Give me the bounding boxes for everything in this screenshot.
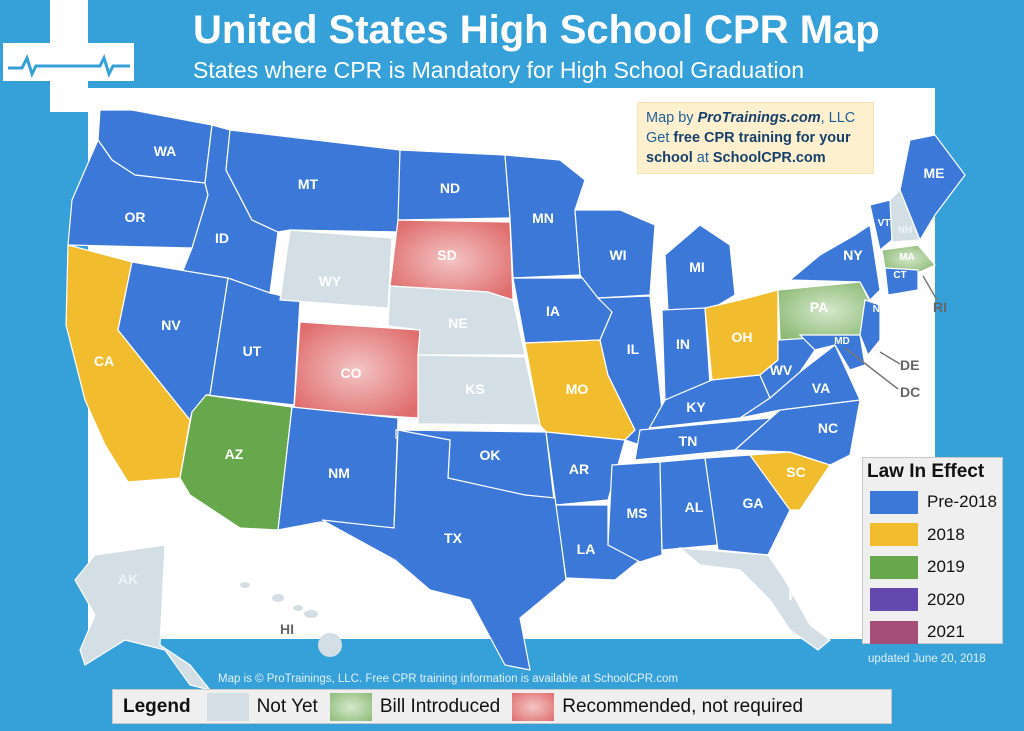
state-AR bbox=[545, 431, 626, 506]
svg-text:VA: VA bbox=[812, 380, 830, 396]
svg-text:WA: WA bbox=[154, 143, 177, 159]
svg-text:DC: DC bbox=[900, 384, 920, 400]
svg-text:MN: MN bbox=[532, 210, 554, 226]
svg-text:VT: VT bbox=[878, 218, 891, 229]
svg-text:ID: ID bbox=[215, 230, 229, 246]
state-NY bbox=[788, 223, 881, 301]
schoolcpr-link[interactable]: SchoolCPR.com bbox=[712, 150, 826, 166]
state-NJ bbox=[859, 299, 881, 357]
state-MA bbox=[881, 244, 936, 273]
svg-text:MA: MA bbox=[899, 252, 915, 263]
legend-item-2018: 2018 bbox=[867, 519, 998, 552]
swatch-recommended bbox=[512, 692, 555, 721]
state-WI bbox=[574, 209, 656, 299]
svg-text:WY: WY bbox=[319, 273, 342, 289]
svg-text:MS: MS bbox=[627, 505, 648, 521]
svg-text:CO: CO bbox=[341, 365, 362, 381]
legend-item-not-yet: Not Yet bbox=[206, 692, 318, 721]
legend-item-2021: 2021 bbox=[867, 616, 998, 649]
svg-text:ME: ME bbox=[924, 165, 945, 181]
svg-text:TN: TN bbox=[679, 433, 698, 449]
svg-text:IN: IN bbox=[676, 336, 690, 352]
state-TX bbox=[321, 429, 567, 671]
svg-text:GA: GA bbox=[743, 495, 764, 511]
svg-text:PA: PA bbox=[810, 299, 828, 315]
legend-item-recommended: Recommended, not required bbox=[512, 692, 803, 721]
svg-text:KY: KY bbox=[686, 399, 706, 415]
swatch-2019 bbox=[870, 555, 918, 579]
state-FL bbox=[678, 547, 831, 651]
svg-text:NC: NC bbox=[818, 420, 838, 436]
legend-item-bill-introduced: Bill Introduced bbox=[329, 692, 500, 721]
status-legend-title: Legend bbox=[123, 695, 191, 717]
svg-text:OR: OR bbox=[125, 209, 146, 225]
svg-text:SC: SC bbox=[786, 464, 805, 480]
svg-text:LA: LA bbox=[577, 541, 596, 557]
svg-text:CT: CT bbox=[893, 270, 906, 281]
state-AK bbox=[74, 544, 212, 692]
svg-text:WV: WV bbox=[770, 362, 793, 378]
svg-text:UT: UT bbox=[243, 343, 262, 359]
state-NE bbox=[387, 285, 526, 356]
svg-text:NE: NE bbox=[448, 315, 467, 331]
svg-text:AR: AR bbox=[569, 461, 589, 477]
state-HI bbox=[240, 582, 342, 657]
svg-text:NM: NM bbox=[328, 465, 350, 481]
legend-item-pre-2018: Pre-2018 bbox=[867, 486, 998, 519]
svg-text:NV: NV bbox=[161, 317, 181, 333]
page-title: United States High School CPR Map bbox=[193, 8, 880, 52]
svg-text:NJ: NJ bbox=[873, 304, 886, 315]
svg-text:HI: HI bbox=[280, 621, 294, 637]
svg-text:OH: OH bbox=[732, 329, 753, 345]
swatch-bill-introduced bbox=[329, 692, 372, 721]
page-subtitle: States where CPR is Mandatory for High S… bbox=[193, 57, 805, 83]
svg-text:AK: AK bbox=[118, 571, 138, 587]
svg-text:IL: IL bbox=[627, 341, 640, 357]
protrainings-brand: ProTrainings.com bbox=[697, 110, 821, 126]
svg-text:DE: DE bbox=[900, 357, 919, 373]
law-in-effect-legend: Law In Effect Pre-2018 2018 2019 2020 20… bbox=[862, 457, 1003, 644]
svg-text:FL: FL bbox=[788, 587, 806, 603]
law-legend-title: Law In Effect bbox=[867, 461, 985, 482]
state-AZ bbox=[179, 394, 293, 531]
svg-text:CA: CA bbox=[94, 353, 114, 369]
svg-text:MT: MT bbox=[298, 176, 319, 192]
swatch-pre-2018 bbox=[870, 490, 918, 514]
svg-text:OK: OK bbox=[480, 447, 501, 463]
svg-text:MI: MI bbox=[689, 259, 705, 275]
status-legend: Legend Not Yet Bill Introduced Recommend… bbox=[112, 689, 892, 724]
svg-text:WI: WI bbox=[609, 247, 626, 263]
legend-item-2019: 2019 bbox=[867, 551, 998, 584]
swatch-2018 bbox=[870, 523, 918, 547]
swatch-not-yet bbox=[206, 692, 249, 721]
state-GA bbox=[704, 454, 791, 556]
svg-text:ND: ND bbox=[440, 180, 460, 196]
copyright-notice: Map is © ProTrainings, LLC. Free CPR tra… bbox=[218, 673, 678, 685]
swatch-2021 bbox=[870, 620, 918, 644]
state-CT bbox=[884, 267, 919, 296]
svg-text:MO: MO bbox=[566, 381, 589, 397]
svg-text:NY: NY bbox=[843, 247, 863, 263]
state-SC bbox=[748, 451, 831, 511]
legend-item-2020: 2020 bbox=[867, 584, 998, 617]
svg-text:AZ: AZ bbox=[225, 446, 244, 462]
swatch-2020 bbox=[870, 588, 918, 612]
svg-text:RI: RI bbox=[933, 299, 947, 315]
state-MS bbox=[607, 461, 663, 563]
svg-text:TX: TX bbox=[444, 530, 463, 546]
updated-date: updated June 20, 2018 bbox=[868, 653, 986, 665]
svg-text:SD: SD bbox=[437, 247, 456, 263]
state-IL bbox=[596, 295, 663, 446]
svg-text:NH: NH bbox=[898, 225, 912, 236]
svg-text:AL: AL bbox=[685, 499, 704, 515]
svg-text:IA: IA bbox=[546, 303, 560, 319]
svg-text:MD: MD bbox=[834, 336, 850, 347]
medical-cross-heartbeat-icon bbox=[3, 0, 134, 112]
state-ME bbox=[899, 134, 966, 242]
credit-box: Map by ProTrainings.com, LLC Get free CP… bbox=[637, 102, 874, 174]
svg-text:KS: KS bbox=[465, 381, 484, 397]
state-WY bbox=[279, 229, 393, 309]
